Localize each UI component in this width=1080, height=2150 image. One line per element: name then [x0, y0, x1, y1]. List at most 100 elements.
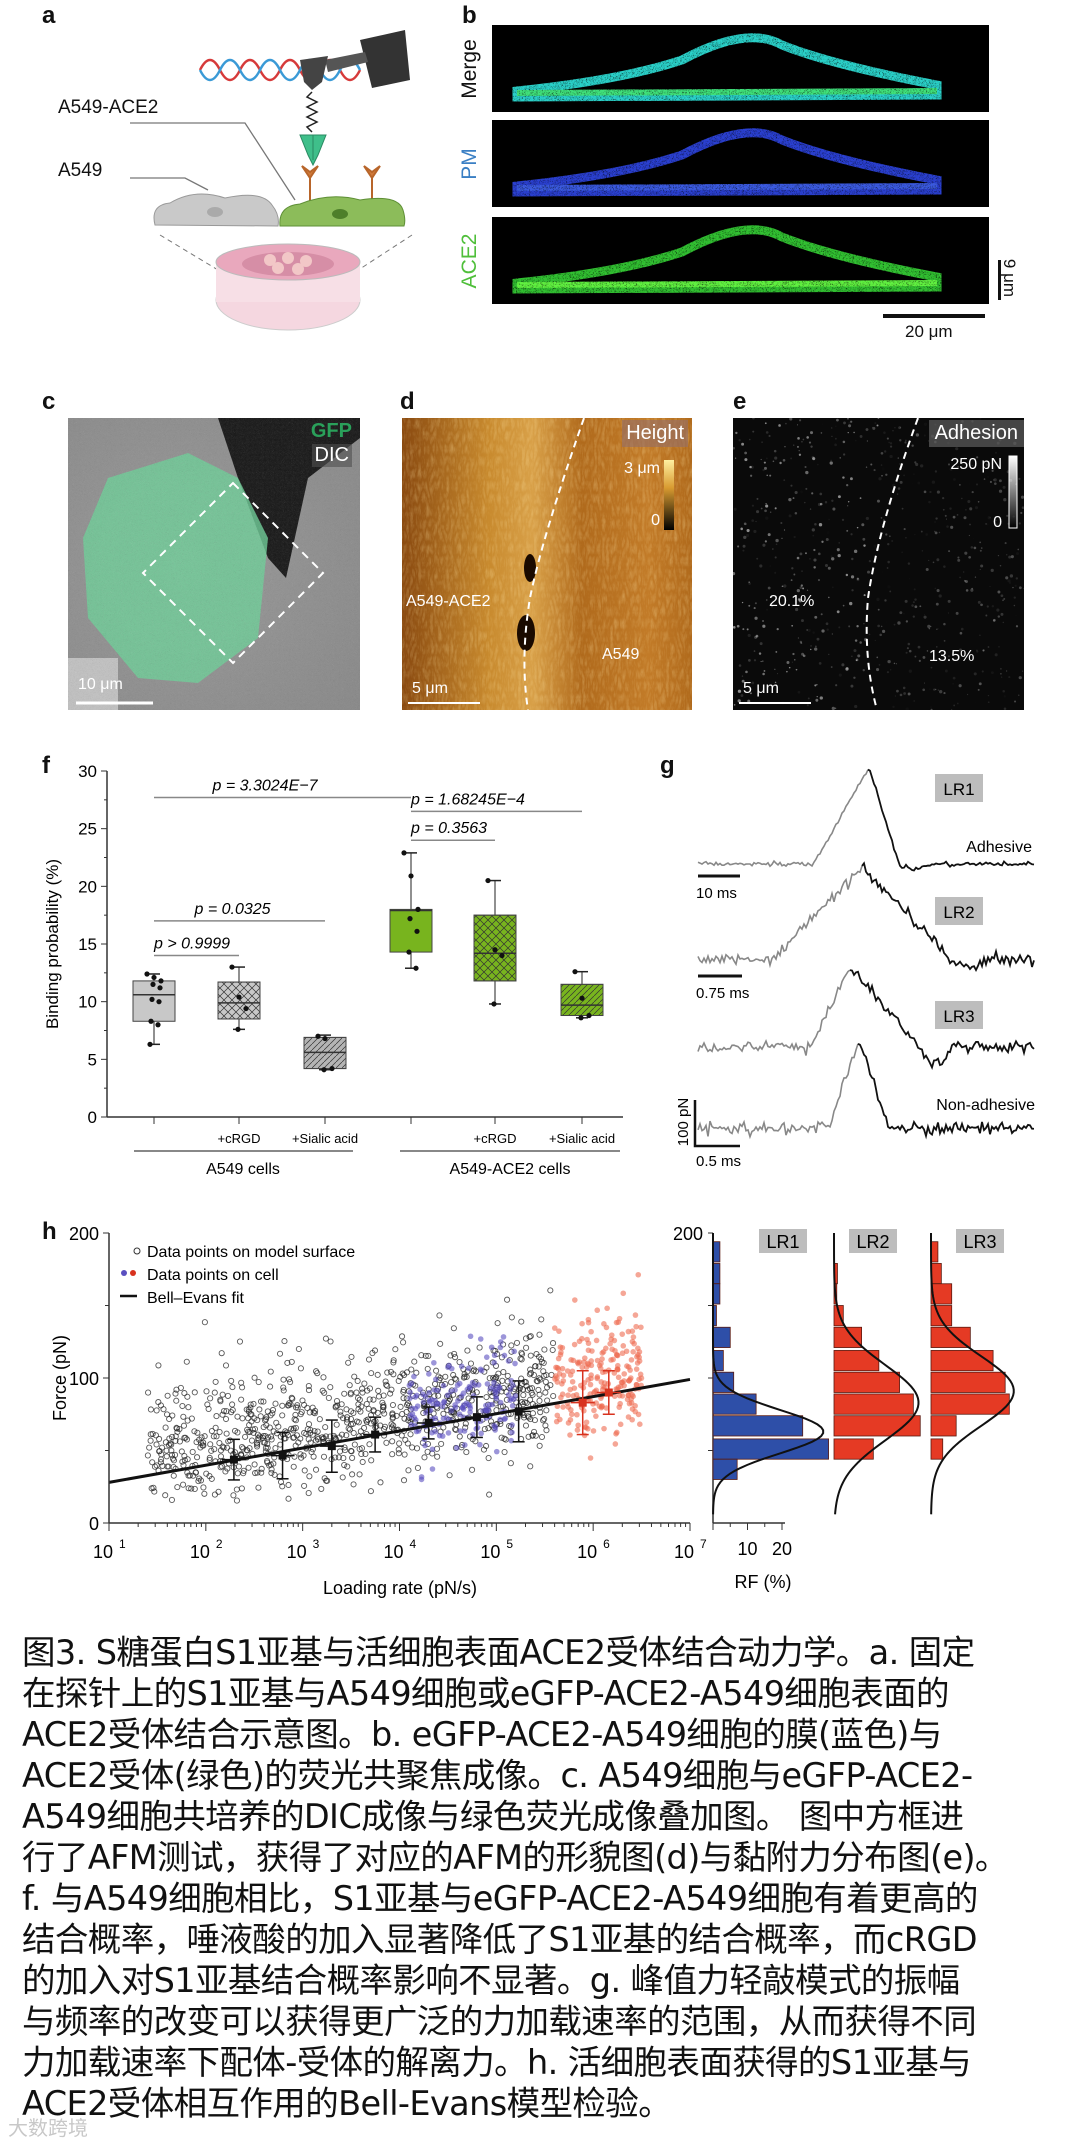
model-data-point	[337, 1408, 344, 1415]
adhesion-pixel	[897, 621, 901, 625]
histogram-bar	[930, 1326, 971, 1348]
cell-data-point	[626, 1400, 633, 1407]
cell-data-point	[601, 1321, 607, 1327]
adhesion-pixel	[965, 589, 969, 592]
model-data-point	[159, 1462, 166, 1469]
adhesion-pixel	[899, 611, 903, 615]
model-data-point	[529, 1385, 536, 1392]
adhesion-pixel	[926, 650, 929, 652]
model-data-point	[384, 1369, 391, 1376]
adhesion-pixel	[1020, 495, 1024, 499]
cell-data-point	[565, 1404, 572, 1410]
adhesion-pixel	[920, 530, 923, 533]
histogram-bar	[930, 1393, 1010, 1415]
adhesion-pixel	[874, 545, 877, 548]
histogram-bar	[712, 1263, 721, 1285]
adhesion-pixel	[805, 470, 809, 475]
model-data-point	[271, 1471, 278, 1478]
adhesion-pixel	[870, 463, 873, 466]
mean-marker	[578, 1398, 587, 1407]
model-data-point	[212, 1378, 219, 1385]
model-data-point	[180, 1481, 187, 1488]
cell-data-point	[456, 1380, 463, 1387]
model-data-point	[185, 1472, 192, 1479]
adhesion-pixel	[859, 641, 862, 644]
adhesion-pixel	[930, 706, 933, 709]
model-data-point	[368, 1457, 375, 1464]
model-data-point	[181, 1452, 188, 1460]
cell-data-point	[465, 1365, 472, 1372]
adhesion-pixel	[753, 659, 757, 662]
cell-data-point	[629, 1416, 635, 1423]
model-data-point	[291, 1416, 298, 1423]
culture-dish-icon	[215, 243, 361, 331]
adhesion-pixel	[849, 601, 853, 606]
cell-data-point	[587, 1381, 594, 1388]
model-data-point	[254, 1469, 261, 1476]
adhesion-pixel	[851, 557, 854, 561]
adhesion-pixel	[845, 667, 849, 670]
model-data-point	[233, 1497, 240, 1504]
adhesion-pixel	[806, 704, 809, 707]
gaussian-fit-curve	[930, 1232, 1015, 1515]
adhesion-pixel	[914, 534, 916, 536]
adhesion-pixel	[851, 589, 854, 592]
model-data-point	[184, 1393, 191, 1400]
adhesion-pixel	[808, 629, 811, 632]
adhesion-pixel	[762, 624, 766, 628]
adhesion-pixel	[877, 624, 881, 628]
adhesion-pixel	[843, 453, 846, 456]
mean-marker	[472, 1413, 481, 1422]
adhesion-pixel	[831, 586, 834, 589]
adhesion-pixel	[799, 552, 803, 556]
adhesion-pixel	[1015, 483, 1018, 486]
model-data-point	[400, 1339, 407, 1346]
adhesion-pixel	[876, 668, 880, 672]
model-data-point	[192, 1469, 199, 1476]
model-data-point	[188, 1485, 195, 1492]
model-data-point	[379, 1404, 387, 1411]
model-data-point	[543, 1407, 550, 1414]
panel-label-b: b	[462, 2, 477, 29]
adhesion-pixel	[788, 666, 791, 669]
adhesion-pixel	[832, 507, 836, 511]
model-data-point	[367, 1420, 374, 1427]
model-data-point	[500, 1403, 507, 1410]
model-data-point	[365, 1405, 372, 1412]
model-data-point	[400, 1477, 408, 1484]
model-data-point	[340, 1455, 347, 1462]
adhesion-pixel	[934, 531, 938, 535]
y-tick-label: 100	[69, 1369, 99, 1389]
cell-data-point	[426, 1371, 432, 1377]
lr-badge	[935, 774, 983, 802]
histogram-bar	[833, 1350, 880, 1372]
x-tick-label: 10	[674, 1542, 694, 1562]
adhesion-pixel	[838, 673, 842, 677]
adhesion-pixel	[821, 629, 825, 633]
adhesion-pixel	[935, 602, 939, 606]
adhesion-pixel	[918, 436, 920, 438]
model-data-point	[540, 1368, 547, 1375]
model-data-point	[147, 1437, 154, 1444]
cell-data-point	[509, 1429, 515, 1436]
adhesion-pixel	[934, 688, 937, 691]
adhesion-pixel	[932, 561, 935, 564]
adhesion-pixel	[892, 705, 895, 709]
model-data-point	[529, 1410, 536, 1417]
model-data-point	[452, 1426, 459, 1433]
adhesion-pixel	[928, 559, 930, 562]
adhesion-pixel	[814, 522, 817, 526]
cell-data-point	[497, 1399, 504, 1406]
cell-data-point	[569, 1378, 576, 1385]
cell-data-point	[615, 1374, 622, 1381]
data-point	[492, 947, 498, 953]
cell-data-point	[429, 1446, 436, 1453]
cell-data-point	[462, 1442, 468, 1448]
adhesion-pixel	[828, 518, 830, 521]
model-data-point	[285, 1481, 292, 1489]
cell-data-point	[484, 1381, 491, 1387]
adhesion-pixel	[913, 588, 916, 591]
model-data-point	[392, 1346, 399, 1353]
model-data-point	[305, 1383, 312, 1390]
model-data-point	[162, 1492, 169, 1499]
